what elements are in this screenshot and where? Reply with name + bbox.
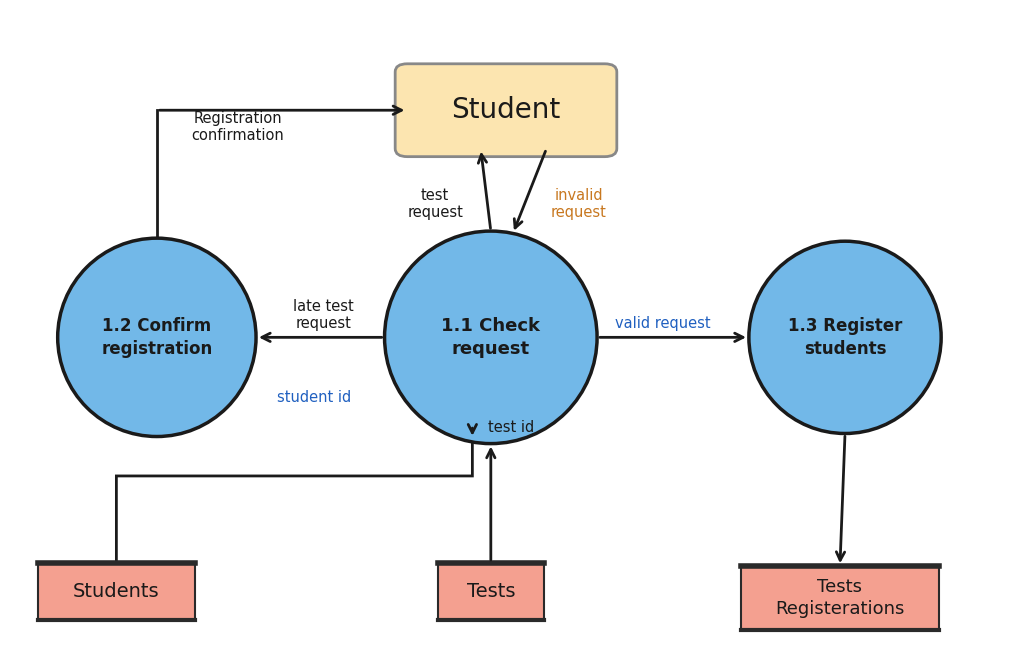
Text: valid request: valid request: [615, 317, 710, 331]
Bar: [38, 562, 195, 620]
Bar: [740, 566, 938, 629]
Ellipse shape: [748, 241, 940, 434]
Text: Tests: Tests: [466, 582, 515, 601]
Ellipse shape: [384, 231, 596, 444]
Text: invalid
request: invalid request: [550, 188, 607, 220]
Bar: [437, 562, 544, 620]
Text: test
request: test request: [406, 188, 463, 220]
Bar: [740, 566, 938, 629]
Text: Students: Students: [73, 582, 160, 601]
Text: 1.1 Check
request: 1.1 Check request: [441, 317, 540, 358]
Text: 1.3 Register
students: 1.3 Register students: [787, 317, 902, 358]
Text: test id: test id: [487, 420, 534, 435]
Text: late test
request: late test request: [293, 299, 354, 331]
Text: student id: student id: [276, 390, 351, 405]
Bar: [437, 562, 544, 620]
Text: Student: Student: [451, 96, 560, 124]
Text: Registration
confirmation: Registration confirmation: [191, 111, 284, 143]
Bar: [38, 562, 195, 620]
Ellipse shape: [58, 238, 256, 436]
Text: Tests
Registerations: Tests Registerations: [774, 578, 904, 618]
Text: 1.2 Confirm
registration: 1.2 Confirm registration: [101, 317, 212, 358]
FancyBboxPatch shape: [394, 63, 616, 156]
